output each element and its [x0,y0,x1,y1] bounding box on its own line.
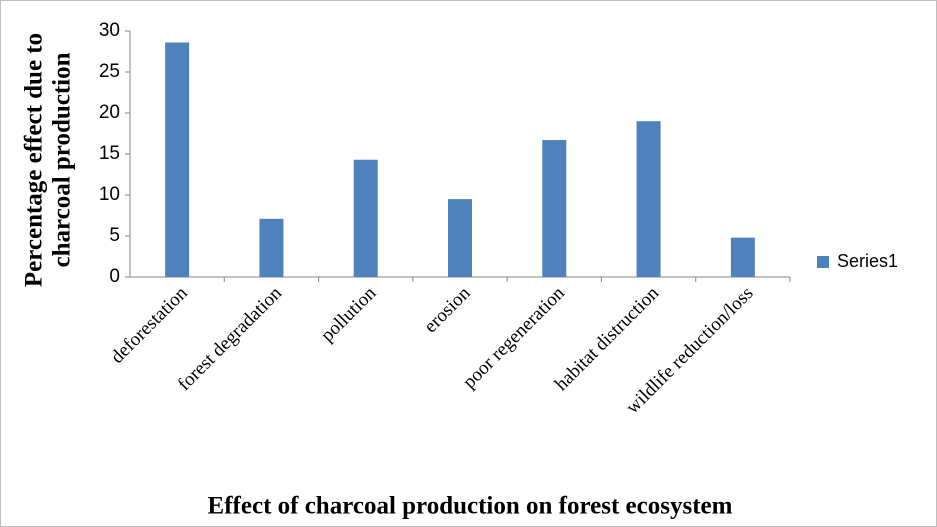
y-tick-label: 0 [109,266,120,287]
legend-swatch [817,256,829,268]
y-tick-label: 25 [99,61,120,82]
bar [165,42,190,278]
y-tick-label: 10 [99,184,120,205]
y-tick-label: 20 [99,102,120,123]
bar [448,199,472,277]
y-axis-title: charcoal production [49,52,76,267]
y-tick-label: 5 [109,225,120,246]
x-axis-title: Effect of charcoal production on forest … [208,493,733,520]
bar [542,140,567,277]
bar [730,237,755,277]
bar [353,159,378,277]
y-tick-label: 15 [99,143,120,164]
legend-label: Series1 [837,251,898,271]
y-tick-label: 30 [99,20,120,41]
bar [636,121,661,277]
y-axis-title: Percentage effect due to [21,33,48,287]
bar [259,218,284,277]
